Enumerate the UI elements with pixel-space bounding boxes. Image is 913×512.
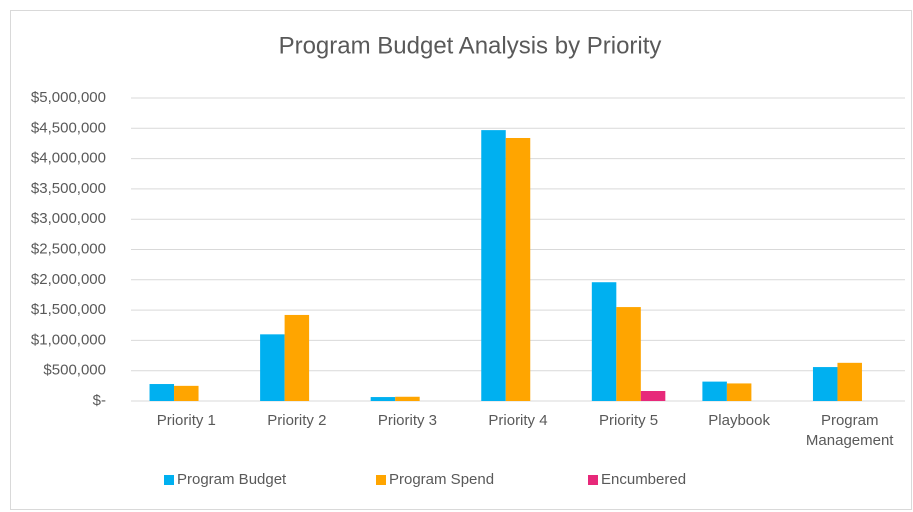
x-tick-label: Playbook <box>708 412 770 429</box>
bar <box>284 314 310 401</box>
x-tick-label: Priority 2 <box>267 412 327 429</box>
bar <box>616 307 641 401</box>
bar <box>702 381 727 401</box>
y-tick-label: $500,000 <box>43 362 106 379</box>
bar <box>640 391 666 401</box>
y-tick-label: $2,500,000 <box>31 240 106 257</box>
x-tick-label: Program Management <box>805 412 894 449</box>
x-tick-label: Priority 3 <box>377 412 438 429</box>
x-tick-label: Priority 4 <box>488 412 548 429</box>
legend-swatch <box>376 475 386 485</box>
bar <box>837 362 862 401</box>
y-tick-label: $1,500,000 <box>31 301 106 318</box>
bar <box>591 282 617 401</box>
bar <box>149 384 175 401</box>
legend-label: Program Spend <box>389 471 494 488</box>
bar <box>812 367 838 401</box>
y-tick-label: $3,500,000 <box>31 180 106 197</box>
chart-border <box>10 10 912 510</box>
legend-label: Program Budget <box>177 471 287 488</box>
bar <box>395 396 420 401</box>
bar <box>260 334 285 401</box>
bar <box>505 137 531 401</box>
y-tick-label: $1,000,000 <box>31 331 106 348</box>
x-tick-label: Priority 1 <box>156 412 216 429</box>
bar <box>174 385 199 401</box>
legend-swatch <box>588 475 598 485</box>
bar <box>370 397 396 401</box>
y-tick-label: $3,000,000 <box>31 210 106 227</box>
x-tick-label: Priority 5 <box>598 412 659 429</box>
y-tick-label: $2,000,000 <box>31 271 106 288</box>
y-tick-label: $5,000,000 <box>31 89 106 106</box>
bar <box>481 130 506 402</box>
y-tick-label: $4,000,000 <box>31 150 106 167</box>
bar <box>726 383 752 401</box>
y-tick-label: $4,500,000 <box>31 119 106 136</box>
chart-title: Program Budget Analysis by Priority <box>279 32 662 59</box>
y-tick-label: $- <box>93 392 106 409</box>
legend-swatch <box>164 475 174 485</box>
legend-label: Encumbered <box>601 471 686 488</box>
